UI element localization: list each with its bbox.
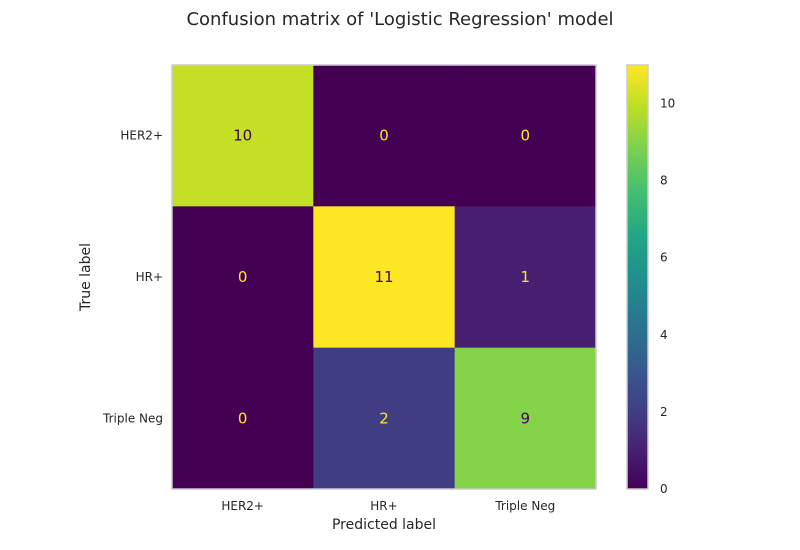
cell-value-r1-c1: 11 <box>374 268 393 286</box>
y-tick-label: HR+ <box>136 270 163 284</box>
heatmap-cell-r1-c0 <box>172 206 314 349</box>
colorbar-frame <box>626 64 649 490</box>
heatmap-cell-r2-c0 <box>172 347 314 490</box>
heatmap-cells <box>172 65 597 490</box>
cell-value-r1-c2: 1 <box>521 268 531 286</box>
cell-value-r2-c2: 9 <box>521 409 531 427</box>
y-tick-label: HER2+ <box>120 129 163 143</box>
colorbar <box>627 65 648 489</box>
x-tick-label: HR+ <box>370 499 397 513</box>
x-tick-label: Triple Neg <box>494 499 555 513</box>
cell-value-r0-c2: 0 <box>521 127 531 145</box>
y-axis-label: True label <box>78 243 94 312</box>
colorbar-ticks: 0 2 4 6 8 10 <box>660 97 675 496</box>
colorbar-tick-label: 2 <box>660 405 668 419</box>
y-tick-label: Triple Neg <box>102 411 163 425</box>
heatmap-cell-r2-c2 <box>454 347 597 490</box>
cell-value-r2-c1: 2 <box>379 409 389 427</box>
heatmap-cell-r1-c1 <box>313 206 456 349</box>
colorbar-tick-label: 8 <box>660 174 668 188</box>
plot-frame <box>171 64 597 490</box>
cell-value-r2-c0: 0 <box>238 409 248 427</box>
heatmap-cell-labels: 10 0 00 11 10 2 9 <box>233 127 530 428</box>
heatmap-cell-r2-c1 <box>313 347 456 490</box>
x-tick-label: HER2+ <box>221 499 264 513</box>
colorbar-tick-label: 6 <box>660 251 668 265</box>
chart-title: Confusion matrix of 'Logistic Regression… <box>186 9 613 30</box>
cell-value-r1-c0: 0 <box>238 268 248 286</box>
cell-value-r0-c1: 0 <box>379 127 389 145</box>
heatmap-cell-r0-c2 <box>454 65 597 207</box>
colorbar-tick-label: 4 <box>660 328 668 342</box>
cell-value-r0-c0: 10 <box>233 127 252 145</box>
heatmap-cell-r0-c1 <box>313 65 456 207</box>
colorbar-tick-label: 10 <box>660 97 675 111</box>
x-axis-ticks: HER2+ HR+ Triple Neg <box>221 499 555 513</box>
colorbar-tick-label: 0 <box>660 482 668 496</box>
heatmap-cell-r1-c2 <box>454 206 597 349</box>
y-axis-ticks: HER2+ HR+ Triple Neg <box>102 129 163 426</box>
heatmap-cell-r0-c0 <box>172 65 314 207</box>
x-axis-label: Predicted label <box>332 517 436 533</box>
